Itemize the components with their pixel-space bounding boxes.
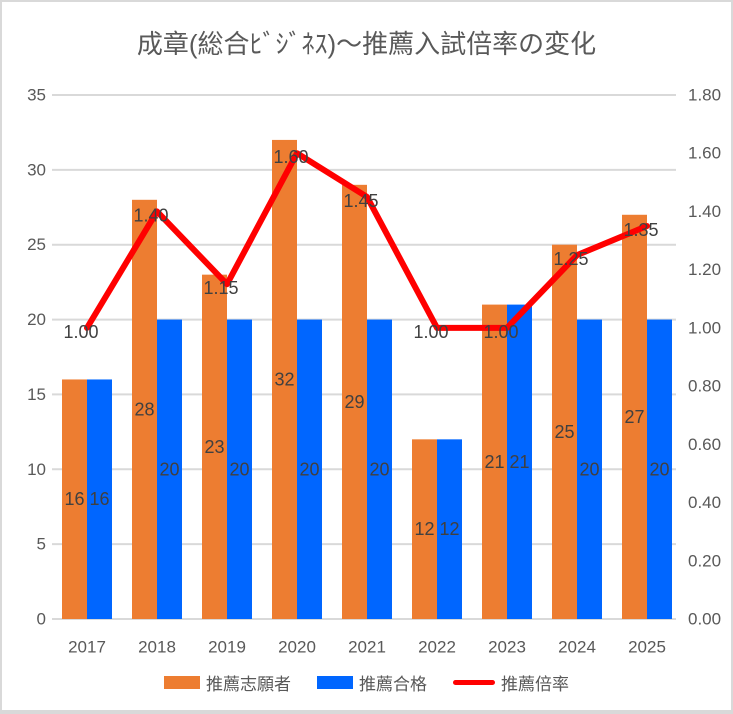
bar-accepted-2021 (367, 319, 392, 619)
legend-item-ratio: 推薦倍率 (453, 670, 569, 695)
right-axis-tick-label: 1.60 (688, 144, 721, 163)
bar-label-accepted-2018: 20 (159, 459, 179, 479)
bar-label-applicants-2022: 12 (414, 519, 434, 539)
right-axis-tick-label: 0.00 (688, 610, 721, 629)
bar-applicants-2021 (342, 184, 367, 620)
bar-accepted-2020 (297, 319, 322, 619)
bar-label-accepted-2022: 12 (439, 519, 459, 539)
legend-label-accepted: 推薦合格 (359, 675, 427, 694)
right-axis-tick-label: 0.40 (688, 493, 721, 512)
left-axis-tick-label: 15 (27, 385, 46, 404)
line-label-2018: 1.40 (133, 205, 168, 225)
line-label-2017: 1.00 (63, 322, 98, 342)
line-label-2024: 1.25 (553, 249, 588, 269)
line-label-2023: 1.00 (483, 322, 518, 342)
x-axis-label-2020: 2020 (278, 638, 316, 657)
left-axis-tick-label: 20 (27, 310, 46, 329)
legend-swatch-applicants (164, 676, 200, 689)
legend-item-accepted: 推薦合格 (317, 670, 427, 695)
x-axis-label-2018: 2018 (138, 638, 176, 657)
bar-label-accepted-2021: 20 (369, 459, 389, 479)
x-axis-label-2022: 2022 (418, 638, 456, 657)
bar-label-applicants-2017: 16 (64, 489, 84, 509)
legend-label-ratio: 推薦倍率 (501, 675, 569, 694)
bar-applicants-2020 (272, 139, 297, 619)
right-axis-tick-label: 1.40 (688, 202, 721, 221)
bar-label-applicants-2025: 27 (624, 407, 644, 427)
bar-label-applicants-2021: 29 (344, 392, 364, 412)
x-axis-label-2025: 2025 (628, 638, 666, 657)
right-axis-tick-label: 1.00 (688, 318, 721, 337)
bar-label-applicants-2020: 32 (274, 369, 294, 389)
bar-applicants-2018 (132, 199, 157, 620)
left-axis-tick-label: 0 (37, 610, 46, 629)
bar-applicants-2024 (552, 244, 577, 619)
legend: 推薦志願者 推薦合格 推薦倍率 (2, 670, 731, 695)
bar-applicants-2019 (202, 274, 227, 619)
bar-accepted-2022 (437, 439, 462, 619)
right-axis-tick-label: 0.60 (688, 435, 721, 454)
bar-label-applicants-2023: 21 (484, 452, 504, 472)
bar-label-accepted-2017: 16 (89, 489, 109, 509)
legend-item-applicants: 推薦志願者 (164, 670, 291, 695)
bar-label-applicants-2018: 28 (134, 399, 154, 419)
bar-accepted-2023 (507, 304, 532, 619)
left-axis-tick-label: 30 (27, 160, 46, 179)
bar-applicants-2023 (482, 304, 507, 619)
bar-accepted-2017 (87, 379, 112, 619)
line-label-2019: 1.15 (203, 278, 238, 298)
legend-swatch-ratio-line (453, 680, 495, 685)
bar-applicants-2025 (622, 214, 647, 619)
x-axis-label-2024: 2024 (558, 638, 596, 657)
bar-label-accepted-2020: 20 (299, 459, 319, 479)
right-axis-tick-label: 0.20 (688, 551, 721, 570)
line-label-2025: 1.35 (623, 220, 658, 240)
bar-label-accepted-2023: 21 (509, 452, 529, 472)
x-axis-label-2017: 2017 (68, 638, 106, 657)
bar-applicants-2017 (62, 379, 87, 619)
bar-accepted-2025 (647, 319, 672, 619)
left-axis-tick-label: 25 (27, 235, 46, 254)
right-axis-tick-label: 1.80 (688, 86, 721, 105)
line-label-2020: 1.60 (273, 147, 308, 167)
bar-accepted-2019 (227, 319, 252, 619)
bar-label-accepted-2025: 20 (649, 459, 669, 479)
ratio-line (84, 150, 650, 331)
bar-label-applicants-2019: 23 (204, 437, 224, 457)
line-label-2021: 1.45 (343, 191, 378, 211)
bar-accepted-2018 (157, 319, 182, 619)
bar-applicants-2022 (412, 439, 437, 619)
left-axis-tick-label: 35 (27, 86, 46, 105)
left-axis-tick-label: 5 (37, 535, 46, 554)
right-axis-tick-label: 0.80 (688, 377, 721, 396)
line-label-2022: 1.00 (413, 322, 448, 342)
bar-label-accepted-2024: 20 (579, 459, 599, 479)
x-axis-label-2023: 2023 (488, 638, 526, 657)
x-axis-label-2021: 2021 (348, 638, 386, 657)
bar-accepted-2024 (577, 319, 602, 619)
bar-label-applicants-2024: 25 (554, 422, 574, 442)
legend-swatch-accepted (317, 676, 353, 689)
left-axis-tick-label: 10 (27, 460, 46, 479)
legend-label-applicants: 推薦志願者 (206, 675, 291, 694)
right-axis-tick-label: 1.20 (688, 260, 721, 279)
chart-title: 成章(総合ﾋﾞｼﾞﾈｽ)～推薦入試倍率の変化 (136, 29, 597, 59)
bar-label-accepted-2019: 20 (229, 459, 249, 479)
x-axis-label-2019: 2019 (208, 638, 246, 657)
